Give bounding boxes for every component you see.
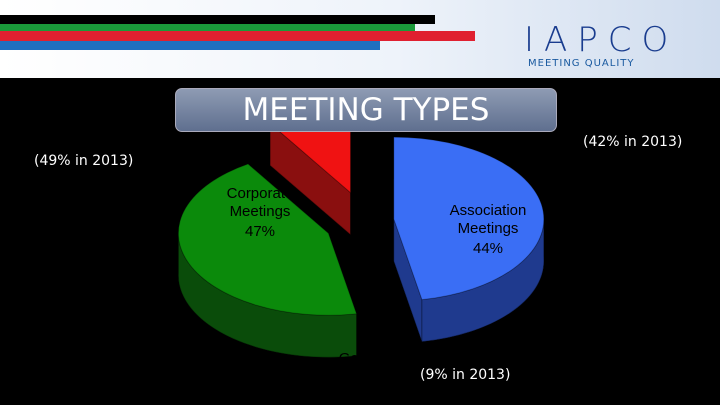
stripe — [0, 41, 380, 50]
slice-label: Government — [338, 350, 422, 367]
annotation: (49% in 2013) — [34, 153, 134, 169]
pie-slice — [393, 136, 545, 301]
header: IAPCO MEETING QUALITY — [0, 0, 720, 78]
slice-label: Association Meetings — [449, 202, 527, 237]
chart-title: MEETING TYPES — [175, 88, 557, 132]
stripe — [0, 24, 415, 31]
pie-slice — [177, 163, 358, 316]
slice-side — [269, 122, 352, 236]
slice-side — [393, 218, 423, 342]
value-label: 44% — [472, 240, 504, 257]
stripe — [0, 15, 435, 24]
annotation: (42% in 2013) — [583, 134, 683, 150]
logo: IAPCO — [524, 20, 679, 60]
stripe — [0, 31, 475, 41]
tagline: MEETING QUALITY — [528, 58, 635, 69]
value-label: 47% — [244, 223, 276, 240]
slice-label: Corporate Meetings — [226, 185, 294, 220]
annotation: (9% in 2013) — [420, 367, 511, 383]
